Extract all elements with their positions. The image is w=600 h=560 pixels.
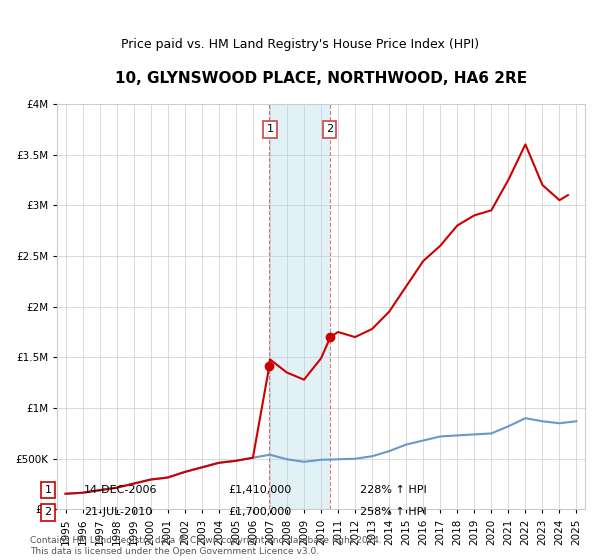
Text: 1: 1 — [266, 124, 274, 134]
Text: 21-JUL-2010: 21-JUL-2010 — [84, 507, 152, 517]
Text: £1,700,000: £1,700,000 — [228, 507, 291, 517]
Text: 1: 1 — [44, 485, 52, 495]
Text: £1,410,000: £1,410,000 — [228, 485, 291, 495]
Text: 2: 2 — [326, 124, 333, 134]
Text: Contains HM Land Registry data © Crown copyright and database right 2024.
This d: Contains HM Land Registry data © Crown c… — [30, 536, 382, 556]
Text: 258% ↑ HPI: 258% ↑ HPI — [360, 507, 427, 517]
Text: 2: 2 — [44, 507, 52, 517]
Bar — [269, 104, 331, 510]
Title: 10, GLYNSWOOD PLACE, NORTHWOOD, HA6 2RE: 10, GLYNSWOOD PLACE, NORTHWOOD, HA6 2RE — [115, 71, 527, 86]
Text: 14-DEC-2006: 14-DEC-2006 — [84, 485, 157, 495]
Text: 228% ↑ HPI: 228% ↑ HPI — [360, 485, 427, 495]
Text: Price paid vs. HM Land Registry's House Price Index (HPI): Price paid vs. HM Land Registry's House … — [121, 38, 479, 50]
